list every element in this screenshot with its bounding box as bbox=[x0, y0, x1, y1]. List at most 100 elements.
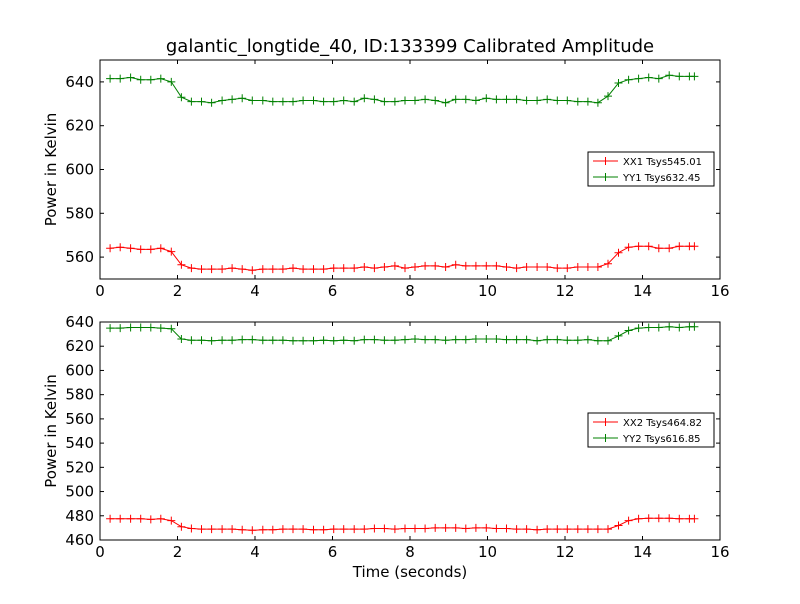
data-point-marker bbox=[146, 75, 155, 84]
data-point-marker bbox=[471, 523, 480, 532]
data-point-marker bbox=[177, 93, 186, 102]
data-point-marker bbox=[614, 331, 623, 340]
data-point-marker bbox=[350, 264, 359, 273]
data-point-marker bbox=[690, 72, 699, 81]
data-point-marker bbox=[197, 525, 206, 534]
data-point-marker bbox=[258, 336, 267, 345]
data-point-marker bbox=[177, 335, 186, 343]
data-point-marker bbox=[533, 96, 542, 105]
data-point-marker bbox=[690, 514, 699, 523]
data-point-marker bbox=[207, 525, 216, 534]
data-point-marker bbox=[675, 242, 684, 251]
data-point-marker bbox=[583, 97, 592, 106]
data-point-marker bbox=[156, 514, 165, 523]
x-tick-label: 0 bbox=[95, 282, 105, 300]
data-point-marker bbox=[624, 516, 633, 525]
data-point-marker bbox=[502, 95, 511, 104]
data-point-marker bbox=[690, 322, 699, 331]
y-tick-label: 640 bbox=[65, 73, 94, 91]
data-point-marker bbox=[634, 324, 643, 333]
data-point-marker bbox=[156, 74, 165, 83]
y-tick-label: 520 bbox=[65, 458, 94, 476]
legend-label: YY2 Tsys616.85 bbox=[622, 434, 701, 445]
data-point-marker bbox=[268, 97, 277, 106]
data-point-marker bbox=[268, 525, 277, 534]
data-point-marker bbox=[461, 524, 470, 533]
data-point-marker bbox=[482, 335, 491, 343]
data-point-marker bbox=[553, 264, 562, 273]
data-point-marker bbox=[634, 74, 643, 83]
data-point-marker bbox=[543, 525, 552, 534]
data-point-marker bbox=[167, 77, 176, 86]
x-tick-label: 14 bbox=[633, 543, 652, 561]
data-point-marker bbox=[370, 95, 379, 104]
data-point-marker bbox=[441, 336, 450, 345]
data-point-marker bbox=[583, 335, 592, 344]
data-point-marker bbox=[492, 335, 501, 343]
data-point-marker bbox=[258, 265, 267, 274]
data-point-marker bbox=[431, 261, 440, 270]
data-point-marker bbox=[248, 96, 257, 105]
y-tick-label: 560 bbox=[65, 410, 94, 428]
data-point-marker bbox=[309, 525, 318, 534]
data-point-marker bbox=[289, 264, 297, 273]
data-point-marker bbox=[390, 97, 399, 106]
y-tick-label: 580 bbox=[65, 204, 94, 222]
data-point-marker bbox=[482, 261, 491, 270]
data-point-marker bbox=[207, 265, 216, 274]
data-point-marker bbox=[238, 94, 247, 103]
data-point-marker bbox=[451, 523, 460, 532]
data-point-marker bbox=[690, 242, 699, 251]
data-point-marker bbox=[289, 336, 297, 345]
data-point-marker bbox=[177, 260, 186, 269]
data-point-marker bbox=[502, 524, 511, 533]
data-point-marker bbox=[471, 261, 480, 270]
data-point-marker bbox=[228, 525, 237, 534]
legend-marker bbox=[601, 173, 610, 181]
data-point-marker bbox=[370, 264, 379, 273]
data-point-marker bbox=[604, 259, 612, 268]
data-point-marker bbox=[329, 264, 338, 273]
data-point-marker bbox=[319, 97, 328, 106]
data-point-marker bbox=[522, 525, 531, 534]
data-point-marker bbox=[360, 525, 369, 534]
data-point-marker bbox=[471, 96, 480, 105]
data-point-marker bbox=[218, 525, 227, 534]
data-point-marker bbox=[451, 260, 460, 269]
data-point-marker bbox=[675, 514, 684, 523]
data-point-marker bbox=[329, 525, 338, 534]
data-point-marker bbox=[350, 525, 359, 534]
data-point-marker bbox=[299, 525, 308, 534]
data-point-marker bbox=[380, 336, 389, 345]
data-point-marker bbox=[289, 97, 297, 106]
data-point-marker bbox=[543, 263, 552, 271]
data-point-marker bbox=[360, 335, 369, 344]
data-point-marker bbox=[319, 336, 328, 345]
x-tick-label: 14 bbox=[633, 282, 652, 300]
y-tick-label: 600 bbox=[65, 361, 94, 379]
data-point-marker bbox=[644, 323, 653, 332]
data-point-marker bbox=[167, 247, 176, 256]
x-tick-label: 2 bbox=[173, 282, 183, 300]
data-point-marker bbox=[339, 264, 348, 273]
data-point-marker bbox=[654, 244, 663, 253]
data-point-marker bbox=[451, 95, 460, 104]
data-point-marker bbox=[197, 97, 206, 106]
data-point-marker bbox=[624, 243, 633, 252]
data-point-marker bbox=[675, 72, 684, 81]
data-point-marker bbox=[665, 322, 674, 331]
data-point-marker bbox=[512, 264, 521, 273]
data-point-marker bbox=[126, 323, 135, 332]
data-point-marker bbox=[248, 266, 257, 275]
data-point-marker bbox=[512, 335, 521, 344]
x-tick-label: 16 bbox=[710, 282, 729, 300]
data-point-marker bbox=[533, 525, 542, 534]
data-point-marker bbox=[238, 265, 247, 274]
data-point-marker bbox=[421, 261, 430, 270]
data-point-marker bbox=[553, 96, 562, 105]
data-point-marker bbox=[319, 525, 328, 534]
data-point-marker bbox=[421, 524, 430, 533]
legend-label: YY1 Tsys632.45 bbox=[622, 173, 701, 184]
data-point-marker bbox=[593, 336, 602, 345]
